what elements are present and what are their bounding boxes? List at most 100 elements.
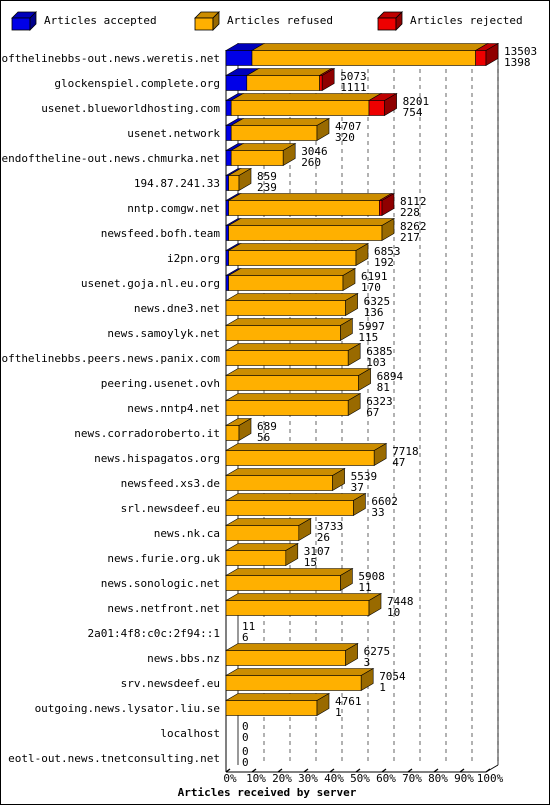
y-tick-label: news.nk.ca [154,527,220,540]
y-tick-label: 194.87.241.33 [134,177,220,190]
data-label-total: 3733 [317,520,344,533]
bar-refused [224,292,359,317]
data-label-total: 5908 [358,570,385,583]
data-label-refused: 26 [317,531,330,544]
bar-refused [224,367,372,392]
data-label-total: 4707 [335,120,362,133]
bar-row [224,117,331,142]
bar-refused-front [251,50,476,66]
bar-refused-side [282,142,296,167]
bar-refused-top [245,68,333,76]
data-label-refused: 15 [304,556,317,569]
bar-refused-top [227,193,393,201]
bar-refused [224,342,362,367]
data-label-refused: 10 [387,606,400,619]
data-label-total: 11 [242,620,255,633]
bar-row [224,142,297,167]
x-tick-mark [381,768,387,773]
data-label-refused: 56 [257,431,270,444]
y-tick-label: eotl-out.news.tnetconsulting.net [8,752,220,765]
x-axis-title: Articles received by server [178,786,357,799]
data-label-refused: 217 [400,231,420,244]
data-label-total: 8201 [403,95,430,108]
data-label-refused: 228 [400,206,420,219]
bar-refused-front [225,325,341,341]
bar-refused-front [228,250,357,266]
x-tick-mark [251,768,257,773]
legend-item-rejected: Articles rejected [377,11,523,31]
bar-refused-side [238,417,252,442]
y-tick-label: news.nntp4.net [127,402,220,415]
bar-row [224,92,398,117]
bar-refused [227,242,370,267]
legend-swatch-rejected-side [395,11,403,31]
data-label-refused: 0 [242,756,249,769]
legend-swatch-accepted-front [11,17,31,31]
bar-refused [224,517,312,542]
bar-refused-side [345,642,358,667]
bar-accepted-front [225,125,232,141]
data-label-refused: 1398 [504,56,531,69]
bar-refused [227,267,357,292]
legend-label-refused: Articles refused [227,14,333,27]
bar-refused-top [224,693,331,701]
bar-refused-side [342,267,356,292]
bar-rejected [378,192,396,217]
bar-rejected [318,67,336,92]
y-tick-label: peering.usenet.ovh [101,377,220,390]
legend-swatch-rejected-front [377,17,397,31]
data-label-total: 7718 [392,445,419,458]
bar-refused-front [225,425,240,441]
legend-label-rejected: Articles rejected [410,14,523,27]
bar-refused [230,93,383,116]
data-label-total: 5997 [358,320,385,333]
y-tick-label: news.dne3.net [134,302,220,315]
bar-refused-top [224,643,359,651]
data-label-total: 3107 [304,545,331,558]
bar-refused [224,417,253,442]
bar-accepted [224,118,245,141]
y-tick-label: i2pn.org [167,252,220,265]
bar-refused-top [224,518,312,526]
bar-rejected [367,92,398,117]
bar-row [224,192,396,217]
bar-refused-side [353,492,366,517]
data-label-refused: 754 [403,106,423,119]
bar-refused-front [228,175,240,191]
x-tick-mark [277,768,283,773]
bar-row [224,467,346,492]
bar-refused [224,467,346,492]
data-label-refused: 103 [366,356,386,369]
row-labels: endofthelinebbs-out.news.weretis.net1350… [0,45,537,769]
bar-accepted-front [225,175,229,191]
x-tick-mark [433,768,439,773]
y-tick-label: news.samoylyk.net [107,327,220,340]
bar-refused-front [228,275,344,291]
bar-accepted-front [225,200,229,216]
bar-refused-front [225,300,346,316]
legend-swatch-refused-side [212,11,220,31]
bar-refused-front [225,650,346,666]
bar-refused [227,167,253,192]
bar-refused-side [381,217,395,242]
data-label-refused: 81 [377,381,390,394]
x-tick-mark [355,768,361,773]
bar-rejected-front [368,100,385,116]
legend-item-accepted: Articles accepted [11,11,157,31]
y-tick-label: news.netfront.net [107,602,220,615]
x-tick-label: 70% [402,772,422,785]
data-label-refused: 6 [242,631,249,644]
legend-swatch-refused-front [194,17,214,31]
legend-swatch-accepted-side [29,11,37,31]
bar-refused-side [340,317,353,342]
y-tick-label: news.corradoroberto.it [74,427,220,440]
x-tick-label: 90% [454,772,474,785]
data-label-refused: 170 [361,281,381,294]
x-tick-label: 60% [376,772,396,785]
data-label-total: 0 [242,720,249,733]
data-label-refused: 3 [364,656,371,669]
bar-refused-side [298,517,312,542]
x-tick-label: 50% [350,772,370,785]
